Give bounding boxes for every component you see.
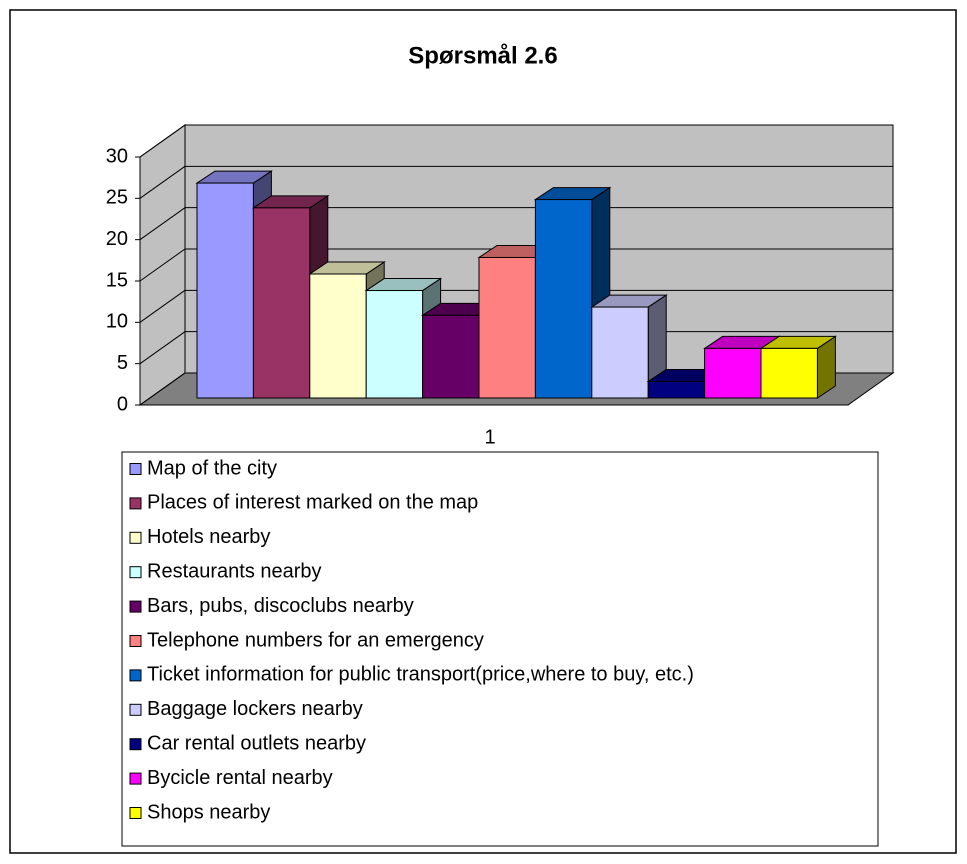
legend-swatch xyxy=(129,463,142,475)
bar xyxy=(760,347,818,399)
legend-swatch xyxy=(129,635,142,647)
y-tick-label: 15 xyxy=(106,269,128,291)
legend-swatch xyxy=(129,669,142,682)
chart-title: Spørsmål 2.6 xyxy=(408,42,557,69)
y-tick-label: 20 xyxy=(106,228,128,250)
legend-label: Bycicle rental nearby xyxy=(147,767,333,789)
legend-swatch xyxy=(129,497,142,510)
y-tick-label: 10 xyxy=(106,311,128,333)
bar xyxy=(252,207,311,399)
y-tick-label: 5 xyxy=(117,352,128,374)
y-tick-label: 30 xyxy=(106,145,128,167)
grid-line xyxy=(139,331,186,365)
grid-line xyxy=(139,207,186,241)
legend-label: Car rental outlets nearby xyxy=(147,732,366,754)
y-tick-label: 0 xyxy=(117,393,128,415)
legend-label: Shops nearby xyxy=(147,801,270,823)
x-tick-label: 1 xyxy=(484,426,495,448)
bar xyxy=(422,314,480,399)
grid-line xyxy=(139,289,186,323)
legend-label: Telephone numbers for an emergency xyxy=(147,629,484,651)
legend-swatch xyxy=(129,600,142,613)
legend-label: Baggage lockers nearby xyxy=(147,698,363,720)
bar xyxy=(309,273,367,399)
bar xyxy=(591,306,649,399)
bar xyxy=(478,256,536,399)
bar xyxy=(534,199,593,399)
legend-swatch xyxy=(129,807,142,819)
legend-label: Ticket information for public transport(… xyxy=(147,664,694,686)
legend-swatch xyxy=(129,772,142,785)
legend-label: Places of interest marked on the map xyxy=(147,492,478,514)
bar xyxy=(704,347,762,399)
y-tick-label: 25 xyxy=(106,187,128,209)
legend-swatch xyxy=(129,531,142,544)
legend-swatch xyxy=(129,703,142,716)
bar xyxy=(647,380,706,399)
grid-line xyxy=(139,372,186,406)
grid-line xyxy=(139,124,186,158)
legend-label: Hotels nearby xyxy=(147,526,270,548)
legend-swatch xyxy=(129,566,142,579)
bar xyxy=(365,290,424,399)
legend-swatch xyxy=(129,738,142,751)
legend-label: Bars, pubs, discoclubs nearby xyxy=(147,595,414,617)
legend-box xyxy=(121,451,879,847)
legend-label: Restaurants nearby xyxy=(147,560,322,582)
grid-line xyxy=(139,165,186,199)
legend-label: Map of the city xyxy=(147,457,277,479)
grid-line xyxy=(139,248,186,282)
bar xyxy=(196,182,254,399)
